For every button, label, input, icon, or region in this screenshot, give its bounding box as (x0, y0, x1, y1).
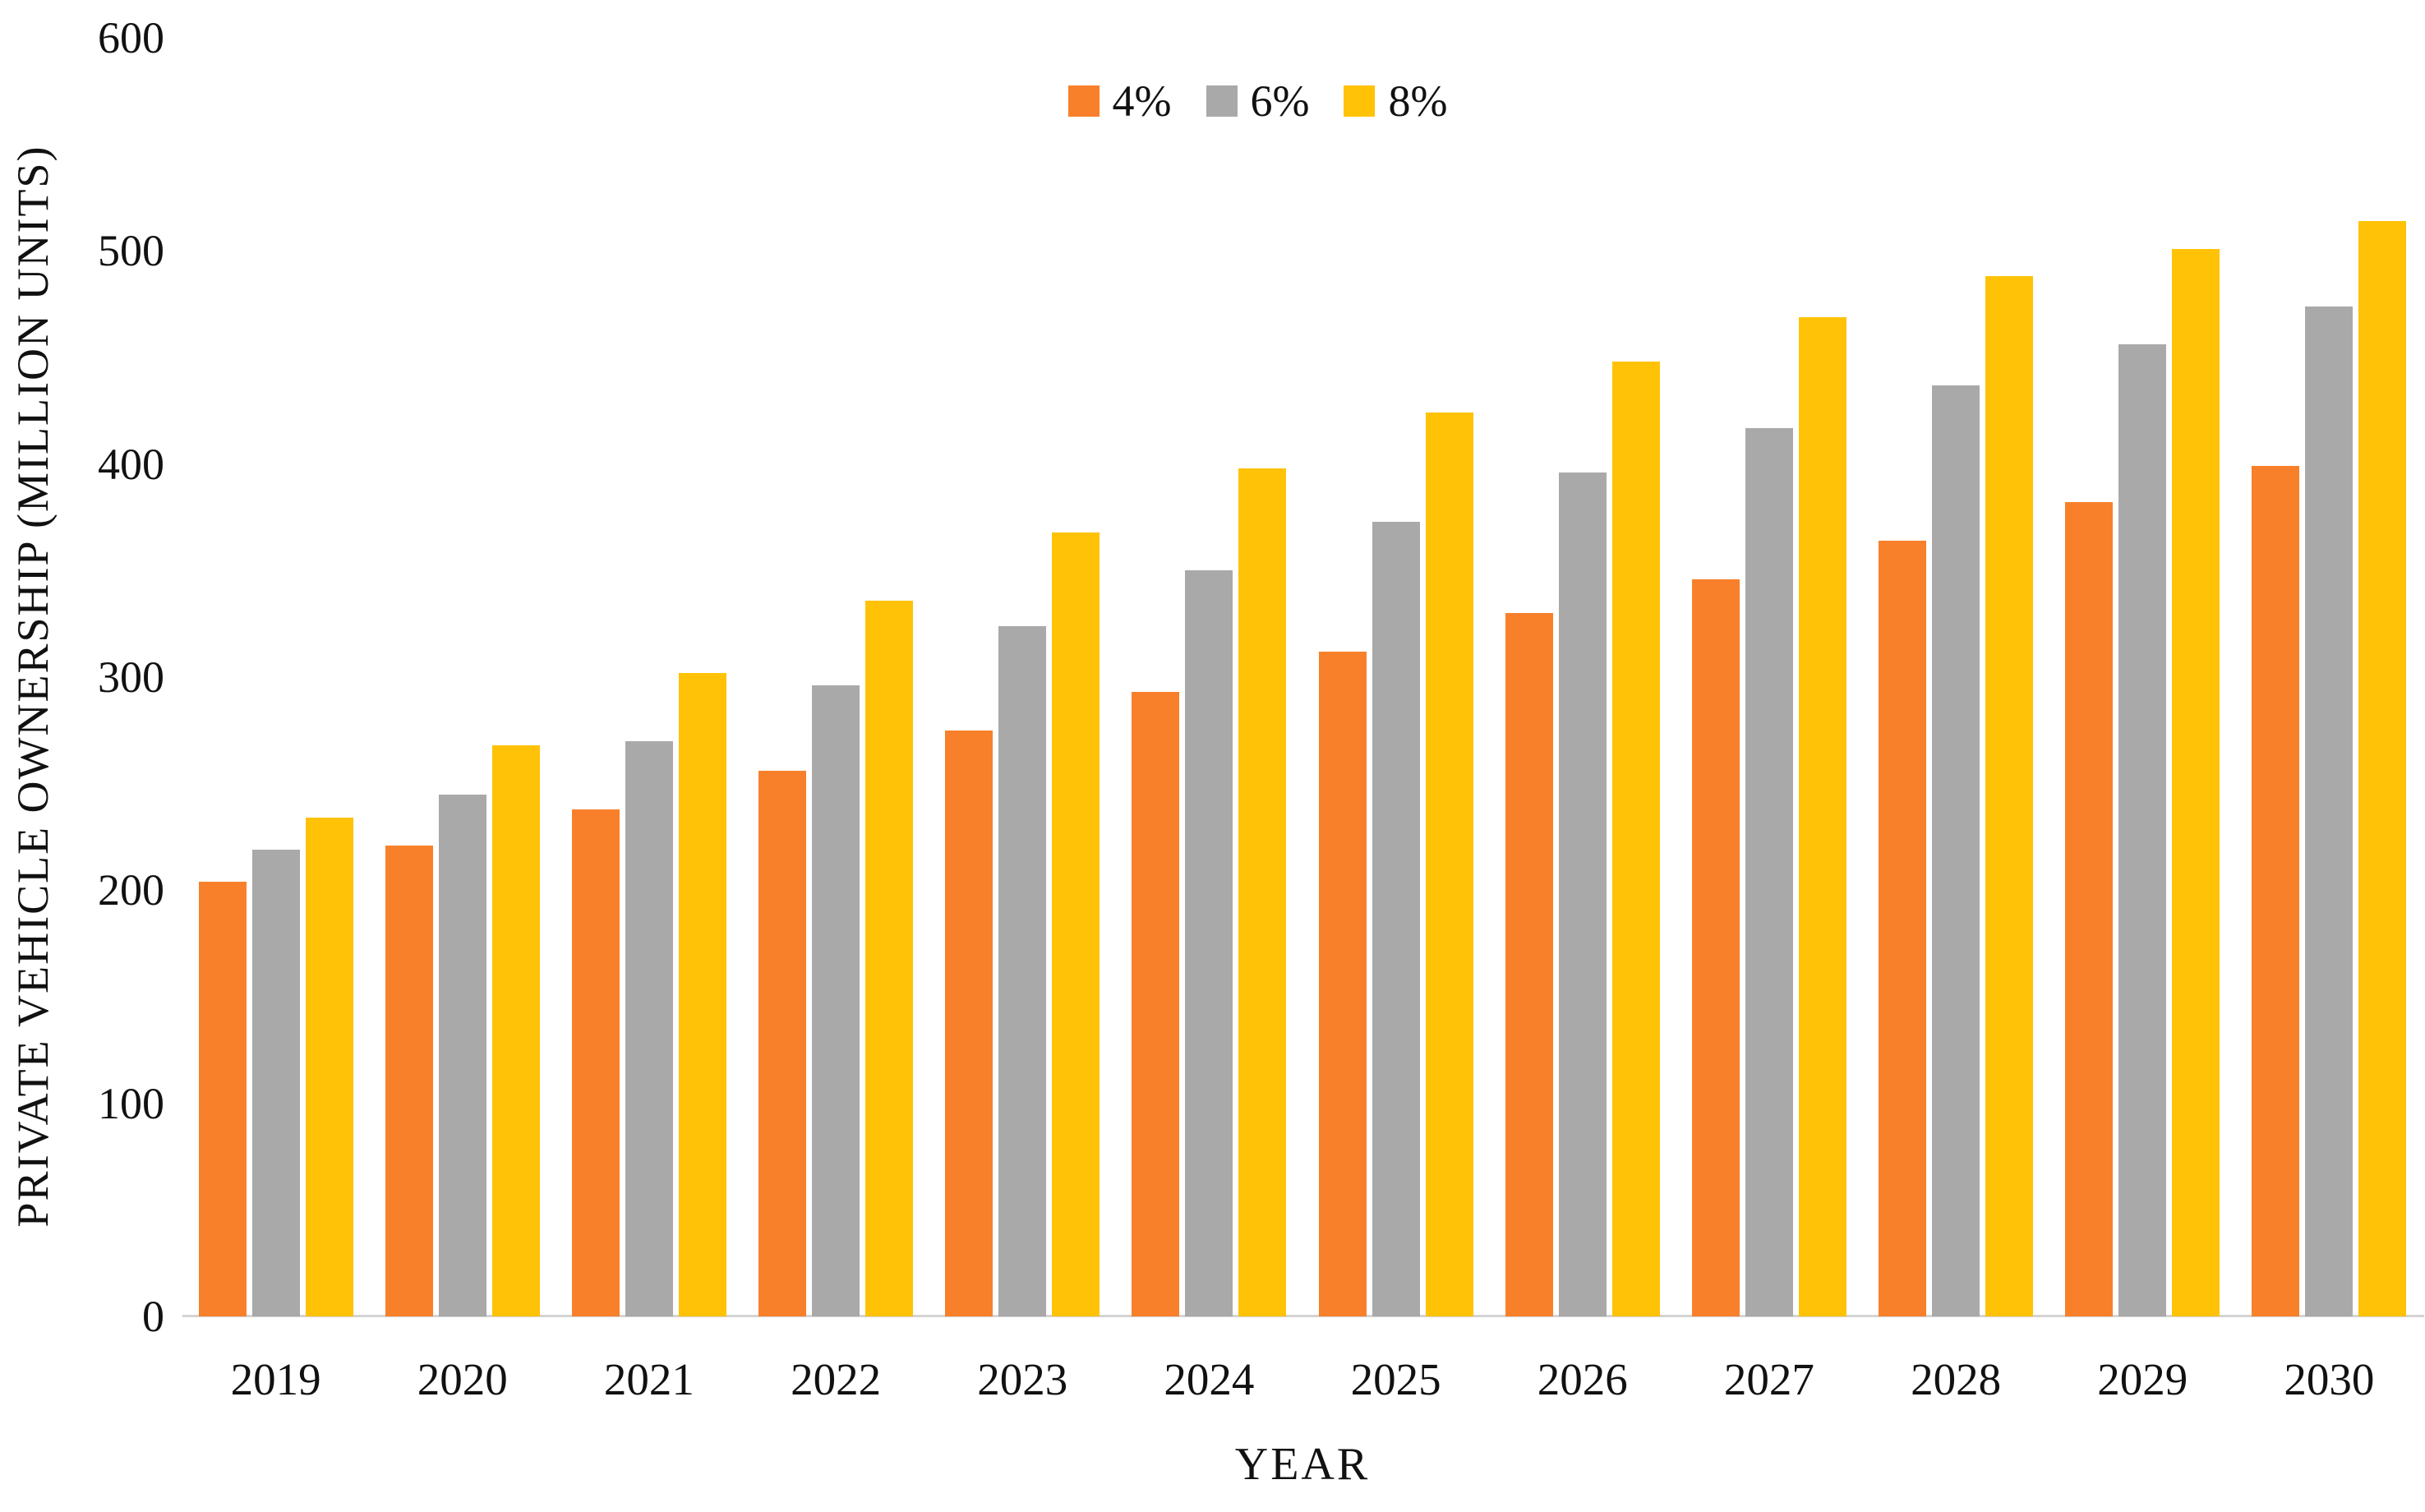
bar (571, 809, 620, 1316)
x-tick-label: 2019 (230, 1354, 321, 1404)
bar (491, 744, 540, 1316)
y-tick-label: 200 (98, 865, 164, 915)
bar (305, 818, 353, 1316)
y-tick-label: 300 (98, 652, 164, 702)
bar (998, 625, 1047, 1316)
x-tick-label: 2026 (1537, 1354, 1628, 1404)
bar (198, 881, 247, 1316)
bar (678, 672, 726, 1316)
x-tick-label: 2020 (417, 1354, 508, 1404)
bar (2118, 344, 2167, 1316)
bar (1798, 316, 1846, 1316)
x-tick-label: 2024 (1164, 1354, 1255, 1404)
bar (1985, 276, 2034, 1316)
bar (1318, 651, 1367, 1316)
bar (2358, 221, 2407, 1316)
bar (1132, 692, 1180, 1316)
x-axis-line (182, 1315, 2424, 1317)
legend-item: 6% (1206, 76, 1310, 126)
bar (1052, 532, 1100, 1316)
bar (1505, 613, 1553, 1316)
legend-swatch-icon (1344, 85, 1376, 117)
bar (812, 685, 860, 1316)
x-tick-label: 2025 (1350, 1354, 1441, 1404)
bar (251, 850, 300, 1316)
bar (625, 740, 673, 1316)
bar (1372, 521, 1420, 1316)
bar (1558, 472, 1607, 1316)
legend-item: 4% (1067, 76, 1172, 126)
bar (2172, 248, 2220, 1316)
bar (1185, 570, 1233, 1316)
bar (385, 845, 433, 1316)
legend-label: 6% (1250, 76, 1310, 126)
bar (438, 794, 486, 1316)
y-tick-label: 600 (98, 13, 164, 62)
x-tick-label: 2028 (1911, 1354, 2002, 1404)
bar (1879, 541, 1927, 1316)
bar (1611, 362, 1660, 1316)
y-tick-label: 500 (98, 226, 164, 276)
x-tick-label: 2021 (603, 1354, 694, 1404)
y-tick-label: 400 (98, 439, 164, 489)
x-tick-label: 2022 (791, 1354, 882, 1404)
legend-swatch-icon (1067, 85, 1100, 117)
bar (1425, 413, 1473, 1316)
bar (2252, 466, 2300, 1316)
legend-item: 8% (1344, 79, 1447, 123)
x-axis-title: YEAR (1234, 1439, 1371, 1490)
bar (2305, 306, 2354, 1316)
bar (758, 771, 807, 1316)
bar (1932, 385, 1980, 1316)
x-tick-label: 2030 (2284, 1354, 2375, 1404)
y-tick-label: 0 (142, 1292, 164, 1341)
bar (1238, 468, 1287, 1316)
bar (945, 730, 994, 1316)
bar (2065, 502, 2114, 1316)
x-tick-label: 2023 (977, 1354, 1068, 1404)
legend: 4% 6% 8% (45, 79, 2425, 123)
legend-label: 4% (1112, 76, 1172, 126)
bar (1745, 427, 1793, 1316)
bar (1691, 579, 1740, 1316)
x-tick-label: 2029 (2097, 1354, 2188, 1404)
y-tick-label: 100 (98, 1078, 164, 1128)
legend-swatch-icon (1206, 85, 1238, 117)
x-tick-label: 2027 (1723, 1354, 1814, 1404)
bar (865, 600, 914, 1316)
legend-label: 8% (1388, 76, 1448, 126)
